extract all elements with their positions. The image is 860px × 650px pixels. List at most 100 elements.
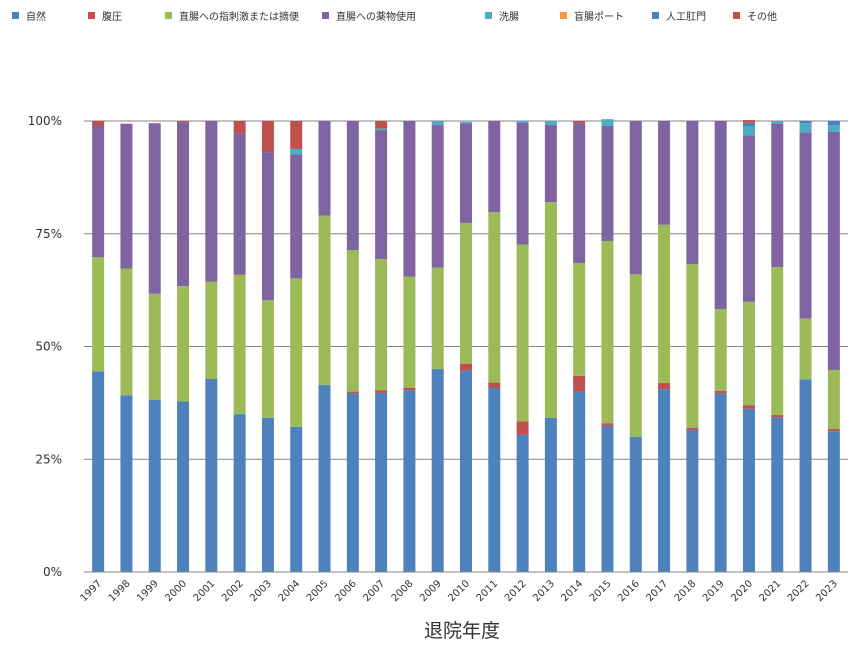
bar-segment [658,224,671,384]
bar-segment [177,121,190,123]
y-tick-label: 75% [35,227,62,241]
bar-segment [544,125,557,203]
bar-segment [92,121,105,126]
bar-segment [92,371,105,572]
bar-segment [799,123,812,133]
bar-segment [290,121,303,149]
legend-label: 自然 [26,10,46,23]
bar-segment [573,121,586,124]
bar-segment [148,123,161,294]
legend-label: その他 [747,10,777,23]
bar-segment [686,121,699,264]
bar-segment [431,267,444,370]
legend-swatch [485,12,492,19]
x-tick-label: 2022 [786,578,812,604]
bar-segment [799,121,812,124]
x-axis-ticks: 1997 1998 1999 2000 2001 2002 2003 2004 2005 2006… [78,578,839,604]
x-tick-label: 2007 [361,578,387,604]
legend-label: 直腸への薬物使用 [336,10,416,23]
x-tick-label: 2017 [644,578,670,604]
legend-swatch [652,12,659,19]
y-tick-label: 0% [43,565,62,579]
bar-segment [233,414,246,572]
bar-segment [375,390,388,393]
legend: 自然 腹圧 直腸への指刺激または摘便 直腸への薬物使用 洗腸 盲腸ポート 人工肛門 その他 [12,10,777,23]
x-tick-label: 2008 [390,578,416,604]
bar-segment [799,379,812,572]
bar-segment [742,408,755,572]
bar-segment [403,276,416,388]
bar-segment [714,309,727,391]
bar-segment [714,121,727,310]
bar-segment [686,263,699,428]
bar-segment [346,249,359,392]
bar-segment [431,125,444,268]
bar-segment [686,427,699,430]
bar-segment [177,122,190,287]
bar-segment [460,370,472,572]
x-tick-label: 2021 [758,578,784,604]
legend-label: 洗腸 [499,11,519,23]
x-tick-label: 2013 [531,578,557,604]
bar-segment [827,369,840,430]
bar-segment [771,121,784,124]
bar-segment [516,122,529,245]
bar-segment [290,148,303,155]
bar-segment [177,401,190,572]
bar-segment [460,123,472,223]
bar-segment [431,369,444,572]
bar-segment [771,415,784,418]
bar-segment [177,286,190,402]
bar-segment [601,119,614,126]
bar-segment [375,130,388,260]
x-tick-label: 2006 [333,578,359,604]
x-tick-label: 2009 [418,578,444,604]
x-tick-label: 2010 [446,578,472,604]
bar-segment [403,390,416,572]
bar-segment [516,421,529,435]
legend-swatch [733,12,740,19]
x-tick-label: 2004 [277,578,303,604]
bar-segment [544,202,557,418]
legend-swatch [88,12,95,19]
bar-segment [120,395,133,572]
legend-swatch [12,12,19,19]
legend-label: 人工肛門 [666,11,706,23]
bar-segment [573,263,586,376]
bar-segment [346,393,359,572]
bar-segment [516,244,529,422]
bar-segment [205,121,218,282]
bar-segment [488,212,501,383]
x-tick-label: 2014 [560,578,586,604]
x-tick-label: 2005 [305,578,331,604]
bar-segment [460,363,472,371]
bars [92,119,840,572]
x-tick-label: 2001 [192,578,218,604]
bar-segment [375,121,388,129]
bar-segment [629,274,642,437]
bar-segment [205,281,218,379]
bar-segment [771,417,784,572]
bar-segment [771,123,784,268]
bar-segment [686,429,699,572]
x-tick-label: 1997 [78,578,104,604]
bar-segment [742,126,755,136]
bar-segment [148,399,161,572]
bar-segment [318,384,331,572]
bar-segment [601,240,614,424]
bar-segment [233,274,246,415]
legend-label: 腹圧 [102,10,122,23]
bar-segment [403,121,416,277]
bar-segment [92,257,105,372]
bar-segment [375,259,388,391]
bar-segment [233,121,246,134]
bar-segment [742,135,755,302]
bar-segment [799,132,812,319]
bar-segment [460,121,472,124]
x-tick-label: 2011 [475,578,501,604]
bar-segment [629,121,642,275]
bar-segment [318,215,331,385]
legend-swatch [322,12,329,19]
bar-segment [827,431,840,572]
